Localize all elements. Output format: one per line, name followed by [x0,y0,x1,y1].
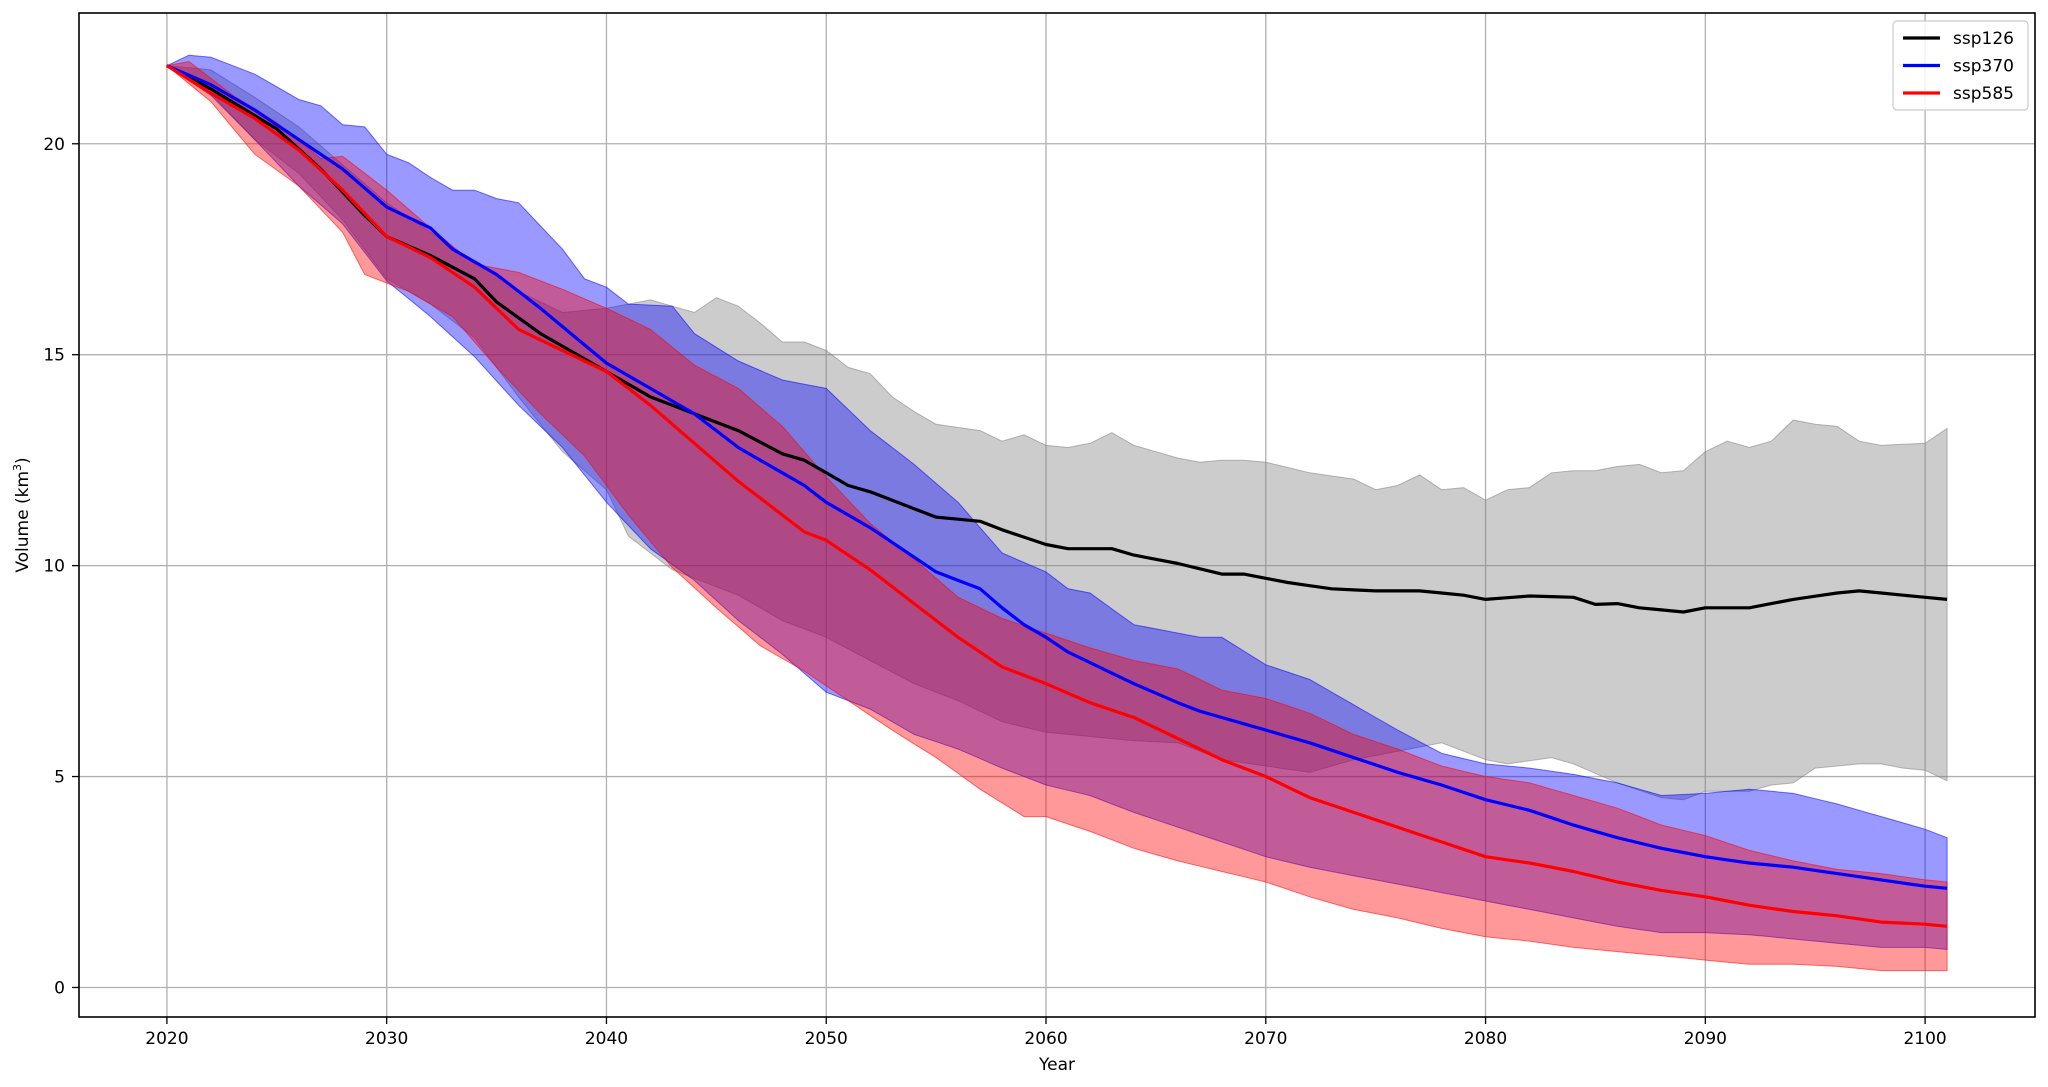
y-axis-title: Volume (km3) [11,457,33,572]
ssp585-mean-line [166,64,1948,928]
y-tick-label: 10 [43,557,65,577]
legend: ssp126 ssp370 ssp585 [1892,20,2029,111]
ssp370-legend-label: ssp370 [1953,57,2014,77]
y-axis-title-superscript: 3 [11,464,24,471]
ssp585-legend-label: ssp585 [1953,84,2014,104]
legend-box [1892,20,2029,111]
y-axis-title-main: Volume (km [13,471,33,573]
y-tick-label: 15 [43,346,65,366]
x-tick-label: 2020 [145,1029,188,1049]
ssp370-mean-line [166,64,1948,890]
series-lines [166,64,1948,928]
y-tick-label: 5 [54,768,65,788]
ssp126-range-band [166,65,1948,801]
gridlines [79,13,2035,1017]
x-tick-label: 2080 [1464,1029,1507,1049]
plot-frame [78,12,2036,1018]
axis-ticks: 2020 2030 2040 2050 2060 2070 2080 2090 2100 0 5 10… [43,135,1946,1049]
y-tick-label: 0 [54,978,65,998]
x-tick-label: 2060 [1024,1029,1067,1049]
y-tick-label: 20 [43,135,65,155]
x-tick-label: 2050 [805,1029,848,1049]
y-axis-title-close: ) [13,457,33,464]
uncertainty-bands [165,54,1948,972]
x-axis-title: Year [1038,1055,1075,1075]
x-tick-label: 2040 [585,1029,628,1049]
ssp126-legend-label: ssp126 [1953,29,2014,49]
x-tick-label: 2030 [365,1029,408,1049]
x-tick-label: 2070 [1244,1029,1287,1049]
ssp126-mean-line [166,64,1948,614]
x-tick-label: 2090 [1684,1029,1727,1049]
x-tick-label: 2100 [1903,1029,1946,1049]
